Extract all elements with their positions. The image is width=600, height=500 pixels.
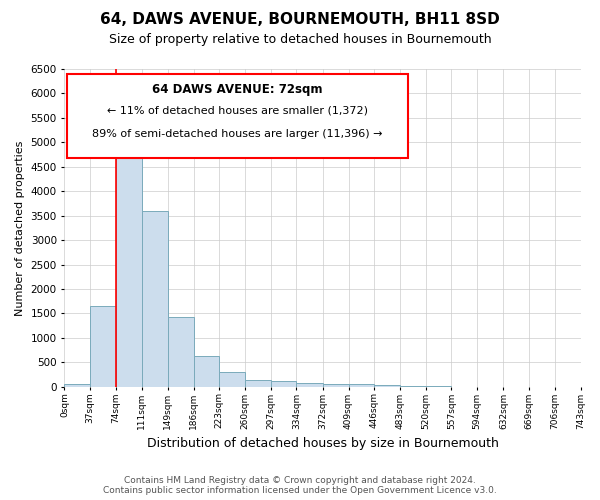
Bar [142,211,168,386]
Text: Size of property relative to detached houses in Bournemouth: Size of property relative to detached ho… [109,32,491,46]
Bar [194,356,220,386]
X-axis label: Distribution of detached houses by size in Bournemouth: Distribution of detached houses by size … [146,437,499,450]
Bar [90,306,116,386]
Bar [323,384,349,386]
Text: 64, DAWS AVENUE, BOURNEMOUTH, BH11 8SD: 64, DAWS AVENUE, BOURNEMOUTH, BH11 8SD [100,12,500,28]
Bar [168,317,194,386]
Text: 89% of semi-detached houses are larger (11,396) →: 89% of semi-detached houses are larger (… [92,130,383,140]
Bar [220,372,245,386]
Text: ← 11% of detached houses are smaller (1,372): ← 11% of detached houses are smaller (1,… [107,106,368,116]
Text: Contains public sector information licensed under the Open Government Licence v3: Contains public sector information licen… [103,486,497,495]
Bar [116,138,142,386]
Text: 64 DAWS AVENUE: 72sqm: 64 DAWS AVENUE: 72sqm [152,84,323,96]
Bar [271,382,296,386]
Bar [296,383,323,386]
Bar [64,384,90,386]
Y-axis label: Number of detached properties: Number of detached properties [15,140,25,316]
Bar [245,380,271,386]
FancyBboxPatch shape [67,74,407,158]
Text: Contains HM Land Registry data © Crown copyright and database right 2024.: Contains HM Land Registry data © Crown c… [124,476,476,485]
Bar [349,384,374,386]
